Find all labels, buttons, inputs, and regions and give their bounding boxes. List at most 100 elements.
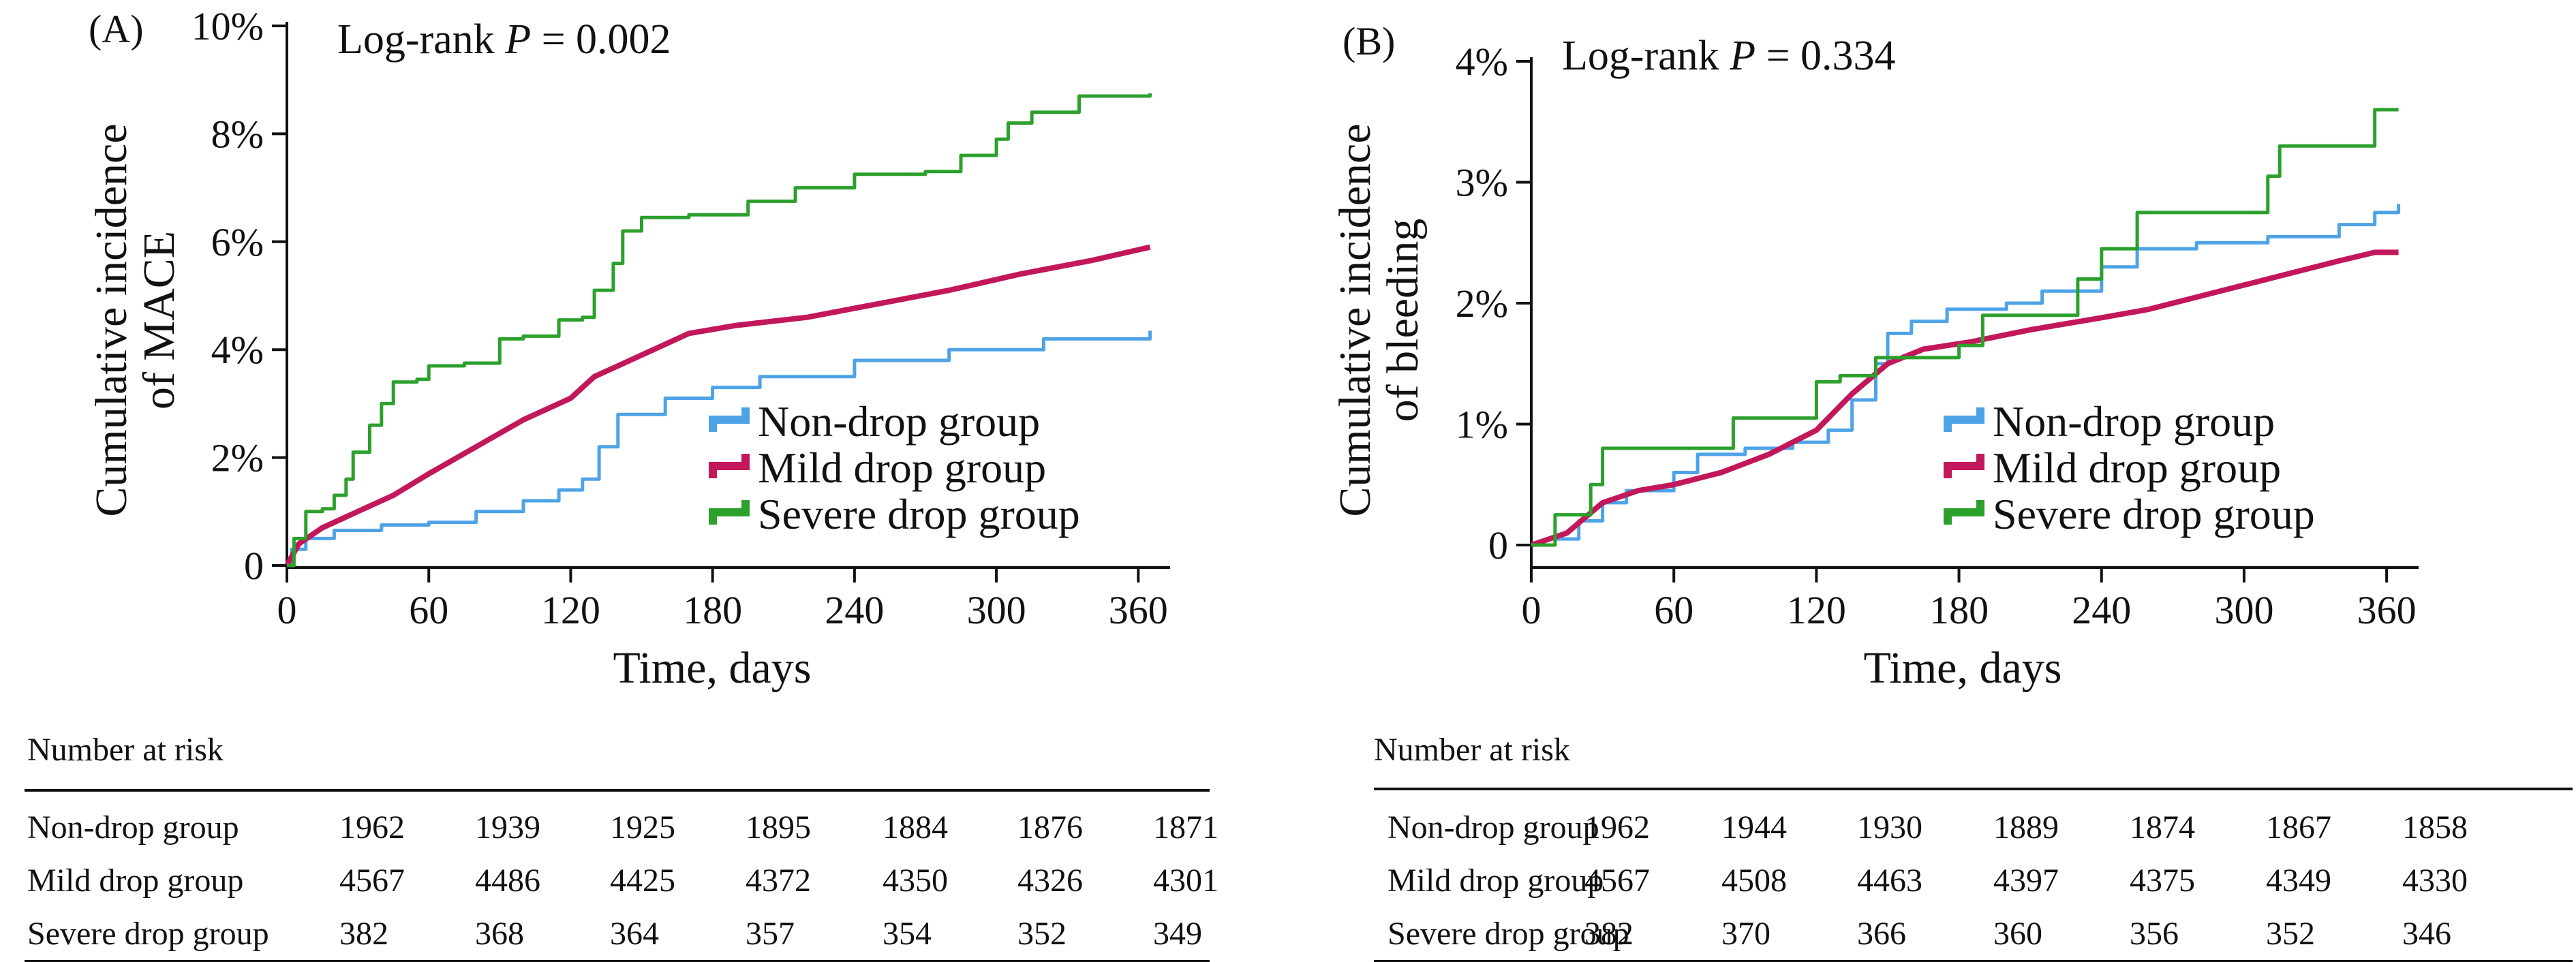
panel-a-y-tick-label: 8% [211,112,264,156]
panel-b-risk-value: 360 [1993,916,2042,952]
panel-a-y-tick-label: 0 [244,544,264,588]
panel-b-risk-value: 352 [2266,916,2315,952]
panel-a-ylabel-line2: of MACE [134,231,184,409]
panel-a-x-tick-label: 300 [967,588,1026,632]
panel-a-risk-value: 1895 [746,809,811,845]
panel-b-xlabel: Time, days [1864,643,2062,693]
panel-b-risk-value: 1944 [1721,809,1787,845]
panel-a-x-tick-label: 180 [683,588,742,632]
panel-b-label: (B) [1343,19,1395,63]
panel-b-risk-value: 1930 [1857,809,1922,845]
panel-b-y-tick-label: 1% [1456,403,1508,447]
panel-a-risk-value: 1939 [475,809,540,845]
panel-b-risk-row-name-mild: Mild drop group [1387,863,1604,899]
panel-b-risk-title: Number at risk [1374,732,1570,768]
panel-b-x-tick-label: 180 [1929,588,1989,632]
panel-a-risk-value: 1876 [1017,809,1083,845]
panel-a-x-tick-label: 0 [277,588,297,632]
panel-b-risk-value: 4508 [1721,863,1787,899]
panel-a-label: (A) [89,7,144,51]
panel-b-y-tick-label: 2% [1456,281,1508,326]
panel-a-risk-value: 368 [475,916,524,952]
panel-a-risk-value: 4350 [883,863,948,899]
panel-a-risk-table: Number at risk Non-drop group 1962 1939 192… [25,732,1218,962]
panel-b-risk-value: 4463 [1857,863,1922,899]
panel-b-risk-row-name-nondrop: Non-drop group [1387,809,1599,845]
panel-b-risk-value: 4397 [1993,863,2059,899]
panel-b-risk-value: 1858 [2402,809,2468,845]
panel-a-risk-value: 364 [610,916,659,952]
panel-a-pvalue: Log-rank P = 0.002 [337,16,671,63]
panel-b-x-tick-label: 120 [1787,588,1846,632]
panel-b-risk-value: 356 [2130,916,2179,952]
panel-a-legend: Non-drop group Mild drop group Severe dr… [709,397,1080,538]
panel-b-ylabel-line1: Cumulative incidence [1330,123,1380,516]
panel-b-risk-value: 1962 [1584,809,1650,845]
panel-a-legend-label-severe: Severe drop group [758,490,1080,538]
panel-a-risk-value: 357 [746,916,795,952]
panel-a-risk-value: 4326 [1017,863,1083,899]
panel-b-risk-value: 370 [1721,916,1770,952]
panel-b-x-tick-label: 60 [1654,588,1693,632]
panel-a-risk-value: 354 [883,916,932,952]
panel-a-risk-value: 1871 [1153,809,1218,845]
panel-b-x-tick-label: 300 [2214,588,2273,632]
panel-b-series-severe [1531,108,2399,547]
panel-a-risk-value: 4372 [746,863,811,899]
panel-b-risk-value: 4375 [2130,863,2195,899]
panel-a-plot: 0 2% 4% 6% 8% 10% 0 60 120 180 240 300 360 [191,4,1170,632]
panel-b-risk-row-name-severe: Severe drop group [1387,916,1629,952]
panel-a-series-mild [284,244,1151,567]
panel-a-risk-value: 4567 [339,863,405,899]
panel-b-legend-label-nondrop: Non-drop group [1993,397,2275,446]
panel-b-legend-marker-mild [1944,454,1984,478]
panel-a-legend-marker-nondrop [709,407,750,432]
panel-a-risk-value: 4486 [475,863,540,899]
panel-b-series-mild [1530,249,2399,548]
panel-b: (B) Log-rank P = 0.334 Cumulative incide… [1330,19,2573,962]
panel-a-x-tick-label: 120 [541,588,600,632]
panel-a-legend-marker-mild [709,454,750,478]
panel-b-x-tick-label: 360 [2357,588,2417,632]
panel-b-risk-value: 382 [1584,916,1634,952]
panel-b-risk-value: 1889 [1993,809,2059,845]
panel-a-series-severe [287,93,1152,568]
panel-b-y-tick-label: 3% [1456,161,1508,205]
panel-a-x-tick-label: 360 [1109,588,1168,632]
panel-b-legend-marker-severe [1944,500,1984,525]
panel-b-plot: 0 1% 2% 3% 4% 0 60 120 180 240 300 360 [1456,40,2419,632]
panel-b-risk-value: 1874 [2130,809,2195,845]
panel-b-legend-label-severe: Severe drop group [1993,490,2315,538]
panel-b-risk-value: 1867 [2266,809,2331,845]
panel-a-risk-value: 1925 [610,809,675,845]
panel-a-risk-value: 1884 [883,809,948,845]
panel-a-legend-marker-severe [709,500,750,525]
panel-b-legend-marker-nondrop [1944,407,1984,432]
panel-a-y-tick-label: 10% [191,4,264,48]
panel-a-series-nondrop [287,330,1152,568]
panel-a-risk-title: Number at risk [27,732,224,768]
panel-b-pvalue: Log-rank P = 0.334 [1562,33,1896,79]
panel-a-y-tick-label: 2% [211,436,264,480]
panel-a-legend-label-mild: Mild drop group [758,444,1046,492]
panel-a-y-tick-label: 6% [211,220,264,264]
panel-a-risk-value: 382 [339,916,388,952]
panel-a-risk-rows: Non-drop group 1962 1939 1925 1895 1884 1876 18… [27,809,1218,952]
panel-a-risk-row-name-mild: Mild drop group [27,863,243,899]
panel-a-x-tick-label: 60 [409,588,448,632]
panel-a-y-tick-label: 4% [211,328,264,372]
panel-b-y-tick-label: 0 [1488,523,1508,568]
panel-b-y-tick-label: 4% [1456,40,1508,84]
panel-a-risk-value: 349 [1153,916,1202,952]
panel-a-ylabel-line1: Cumulative incidence [87,123,136,516]
panel-b-x-tick-label: 240 [2072,588,2131,632]
panel-a-risk-row-name-nondrop: Non-drop group [27,809,239,845]
panel-b-risk-value: 4330 [2402,863,2468,899]
panel-b-legend: Non-drop group Mild drop group Severe dr… [1944,397,2315,538]
panel-a-risk-value: 352 [1017,916,1067,952]
panel-b-risk-value: 4349 [2266,863,2331,899]
panel-a-risk-value: 1962 [339,809,405,845]
